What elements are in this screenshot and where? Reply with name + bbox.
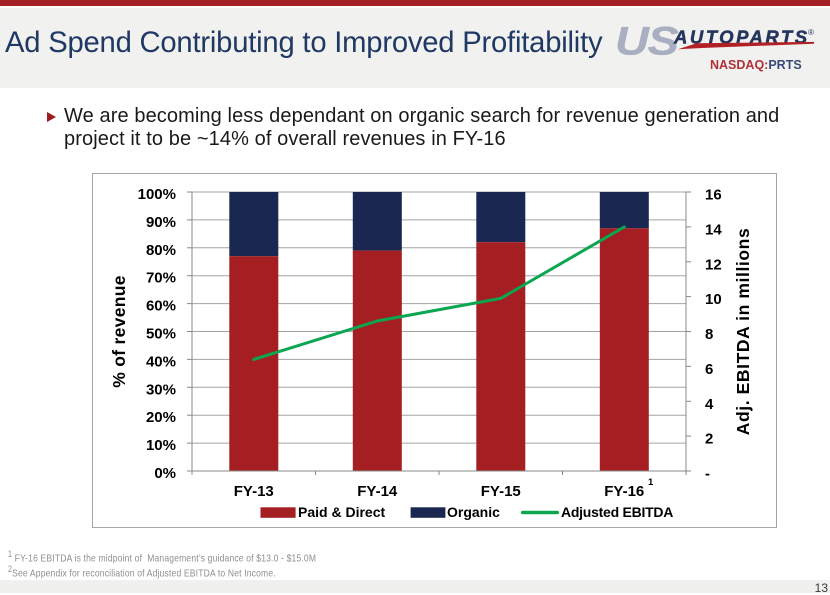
svg-text:FY-14: FY-14: [357, 483, 398, 500]
svg-text:12: 12: [705, 256, 722, 273]
svg-text:60%: 60%: [146, 298, 176, 315]
svg-text:1: 1: [648, 477, 654, 488]
svg-text:®: ®: [808, 28, 814, 37]
svg-text:30%: 30%: [146, 381, 176, 398]
svg-text:90%: 90%: [146, 214, 176, 231]
svg-text:Paid & Direct: Paid & Direct: [298, 504, 385, 520]
svg-text:FY-15: FY-15: [481, 483, 521, 500]
svg-text:FY-13: FY-13: [234, 483, 274, 500]
svg-text:0%: 0%: [154, 465, 176, 482]
svg-text:Adjusted EBITDA: Adjusted EBITDA: [561, 504, 673, 520]
svg-text:50%: 50%: [146, 326, 176, 343]
svg-text:14: 14: [705, 221, 722, 238]
svg-text:US: US: [615, 20, 679, 64]
svg-text:NASDAQ:PRTS: NASDAQ:PRTS: [710, 58, 802, 72]
svg-text:4: 4: [705, 396, 714, 413]
svg-text:% of revenue: % of revenue: [109, 275, 129, 388]
svg-text:2: 2: [705, 431, 713, 448]
svg-text:-: -: [705, 466, 710, 483]
svg-text:FY-16: FY-16: [604, 483, 644, 500]
svg-text:100%: 100%: [138, 186, 176, 203]
svg-text:40%: 40%: [146, 353, 176, 370]
svg-text:10: 10: [705, 291, 722, 308]
svg-text:80%: 80%: [146, 242, 176, 259]
svg-text:Organic: Organic: [447, 504, 500, 520]
svg-text:6: 6: [705, 361, 713, 378]
svg-text:20%: 20%: [146, 409, 176, 426]
svg-text:70%: 70%: [146, 270, 176, 287]
svg-text:8: 8: [705, 326, 713, 343]
svg-text:10%: 10%: [146, 437, 176, 454]
svg-text:Adj. EBITDA in millions: Adj. EBITDA in millions: [733, 228, 753, 436]
svg-text:16: 16: [705, 187, 722, 204]
